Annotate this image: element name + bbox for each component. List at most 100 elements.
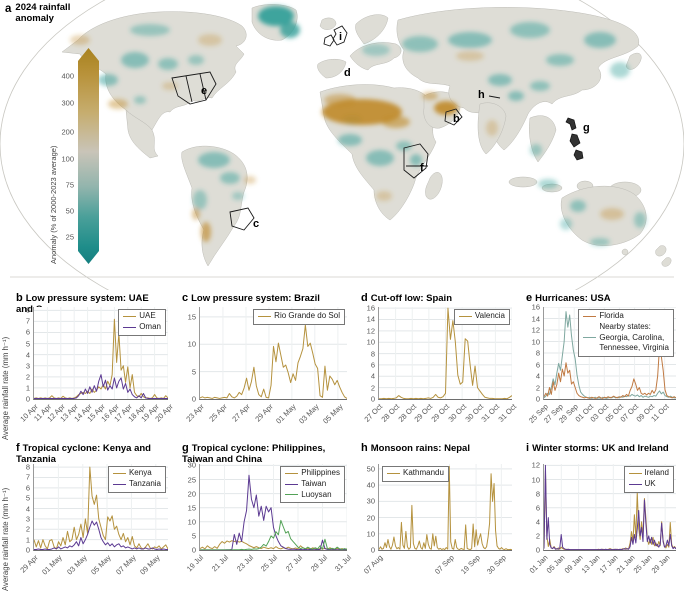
y-axis: 0 5 10 15 — [182, 307, 199, 403]
x-tick-label: 25 Jul — [259, 553, 280, 574]
series-line-kathmandu — [379, 466, 512, 549]
legend-item: Valencia — [458, 311, 505, 322]
x-tick-label: 29 Oct — [429, 402, 452, 424]
y-tick-label: 1 — [25, 535, 30, 545]
y-tick-label: 15 — [187, 503, 196, 513]
colorbar-tick: 50 — [65, 206, 74, 216]
map-marker-g: g — [583, 122, 590, 134]
colorbar-tick: 100 — [61, 154, 74, 164]
y-tick-label: 40 — [366, 480, 375, 490]
panel-letter: i — [526, 442, 530, 454]
y-tick-label: 7 — [25, 316, 30, 326]
panel-letter-a: a — [5, 3, 12, 15]
y-tick-label: 6 — [25, 483, 30, 493]
y-tick-label: 6 — [25, 327, 30, 337]
legend-label: UAE — [139, 311, 156, 320]
y-tick-label: 50 — [366, 464, 375, 474]
y-tick-label: 1 — [25, 383, 30, 393]
y-tick-label: 30 — [366, 496, 375, 506]
panel-title-text: Cut-off low: Spain — [370, 293, 452, 304]
legend: Ireland UK — [623, 466, 674, 493]
x-tick-label: 29 Jul — [308, 553, 329, 574]
y-tick-label: 2 — [25, 372, 30, 382]
y-tick-label: 5 — [191, 531, 196, 541]
legend-item: Florida — [583, 311, 669, 322]
legend: UAE Oman — [118, 309, 166, 336]
legend-item: Taiwan — [285, 479, 340, 490]
series-line-rio-grande-do-sol — [200, 325, 347, 398]
legend-swatch — [628, 483, 642, 485]
plot: UAE Oman — [33, 307, 168, 400]
chart-title: d Cut-off low: Spain — [361, 292, 512, 307]
panel-letter: f — [16, 442, 20, 454]
y-tick-label: 0 — [191, 545, 196, 555]
x-axis: 23 Apr 25 Apr 27 Apr 29 Apr 01 May 03 May 05 M… — [184, 400, 347, 440]
x-tick-label: 01 May — [40, 553, 64, 577]
panel-a-title: 2024 rainfall anomaly — [15, 2, 71, 24]
legend: Florida Nearby states: Georgia, Carolina, T… — [578, 309, 674, 358]
series-line-florida — [544, 347, 676, 398]
series-line-uk — [544, 465, 676, 549]
plot-area — [34, 464, 168, 550]
y-tick-label: 0 — [25, 545, 30, 555]
x-tick-label: 25 Apr — [206, 402, 229, 424]
plot: Kenya Tanzania — [33, 464, 168, 551]
map-marker-i: i — [339, 31, 343, 43]
plot: Valencia — [378, 307, 512, 400]
legend-swatch — [285, 472, 299, 474]
x-tick-label: 21 Jul — [209, 553, 231, 574]
legend-swatch — [583, 337, 597, 339]
legend-item: Tennessee, Virginia — [583, 343, 669, 354]
legend-swatch — [112, 483, 126, 485]
x-axis: 19 Jul 21 Jul 23 Jul 25 Jul 27 Jul 29 Jul 31 J… — [185, 551, 353, 591]
y-tick-label: 3 — [25, 514, 30, 524]
legend-item: Ireland — [628, 468, 669, 479]
legend-label: Tanzania — [128, 478, 161, 488]
legend-label: Kathmandu — [403, 468, 444, 477]
anomaly-dry-patches — [70, 34, 624, 242]
panel-title-text: Hurricanes: USA — [535, 293, 611, 304]
x-tick-label: 03 May — [64, 553, 89, 577]
legend-label: Kenya — [128, 468, 152, 477]
chart-panel-c: c Low pressure system: Brazil 0 5 10 15 Rio G… — [176, 290, 355, 440]
y-tick-label: 8 — [535, 489, 540, 499]
legend-swatch — [258, 315, 272, 317]
study-region-outlines — [171, 25, 501, 231]
legend-item: UK — [628, 478, 669, 490]
colorbar: 400 300 200 100 75 50 25 Anomaly (% of 2… — [49, 48, 99, 264]
legend-label: Luoysan — [301, 489, 332, 499]
panel-title-text: Tropical cyclone: Philippines, Taiwan an… — [182, 443, 326, 465]
x-axis: 07 Aug 07 Sep 19 Sep 30 Sep — [362, 551, 512, 591]
y-tick-label: 4 — [370, 371, 375, 381]
x-tick-label: 27 Apr — [230, 402, 252, 424]
y-tick-label: 0 — [535, 545, 540, 555]
colorbar-tick: 25 — [65, 232, 74, 242]
world-map — [0, 0, 684, 290]
y-tick-label: 6 — [535, 503, 540, 513]
panel-letter: d — [361, 292, 368, 304]
legend-item: Kenya — [112, 468, 161, 479]
x-axis: 01 Jan 05 Jan 09 Jan 13 Jan 17 Jan 21 Jan 25 J… — [527, 551, 676, 591]
series-line-luoysan — [200, 520, 347, 549]
panel-title-text: Low pressure system: Brazil — [191, 293, 320, 304]
series-line-valencia — [379, 308, 512, 399]
panel-letter: h — [361, 442, 368, 454]
legend-label: UK — [644, 478, 656, 488]
series-line-oman — [34, 375, 168, 399]
colorbar-tick: 400 — [61, 71, 74, 81]
x-tick-label: 05 Jan — [544, 553, 567, 576]
x-tick-label: 23 Jul — [234, 553, 255, 574]
legend-swatch — [112, 472, 126, 474]
x-tick-label: 07 Aug — [361, 553, 385, 576]
y-axis: 0 2 4 6 8 10 12 14 16 — [526, 303, 543, 404]
y-tick-label: 2 — [535, 531, 540, 541]
x-tick-label: 21 Jan — [614, 553, 637, 576]
plot: Ireland UK — [543, 464, 676, 551]
y-axis: 0 2 4 6 8 10 12 14 16 — [361, 304, 378, 404]
x-tick-label: 30 Oct — [446, 402, 469, 424]
legend-label: Nearby states: — [599, 321, 651, 331]
legend-swatch — [458, 315, 472, 317]
panel-letter: g — [182, 442, 189, 454]
x-tick-label: 25 Jan — [631, 553, 655, 576]
